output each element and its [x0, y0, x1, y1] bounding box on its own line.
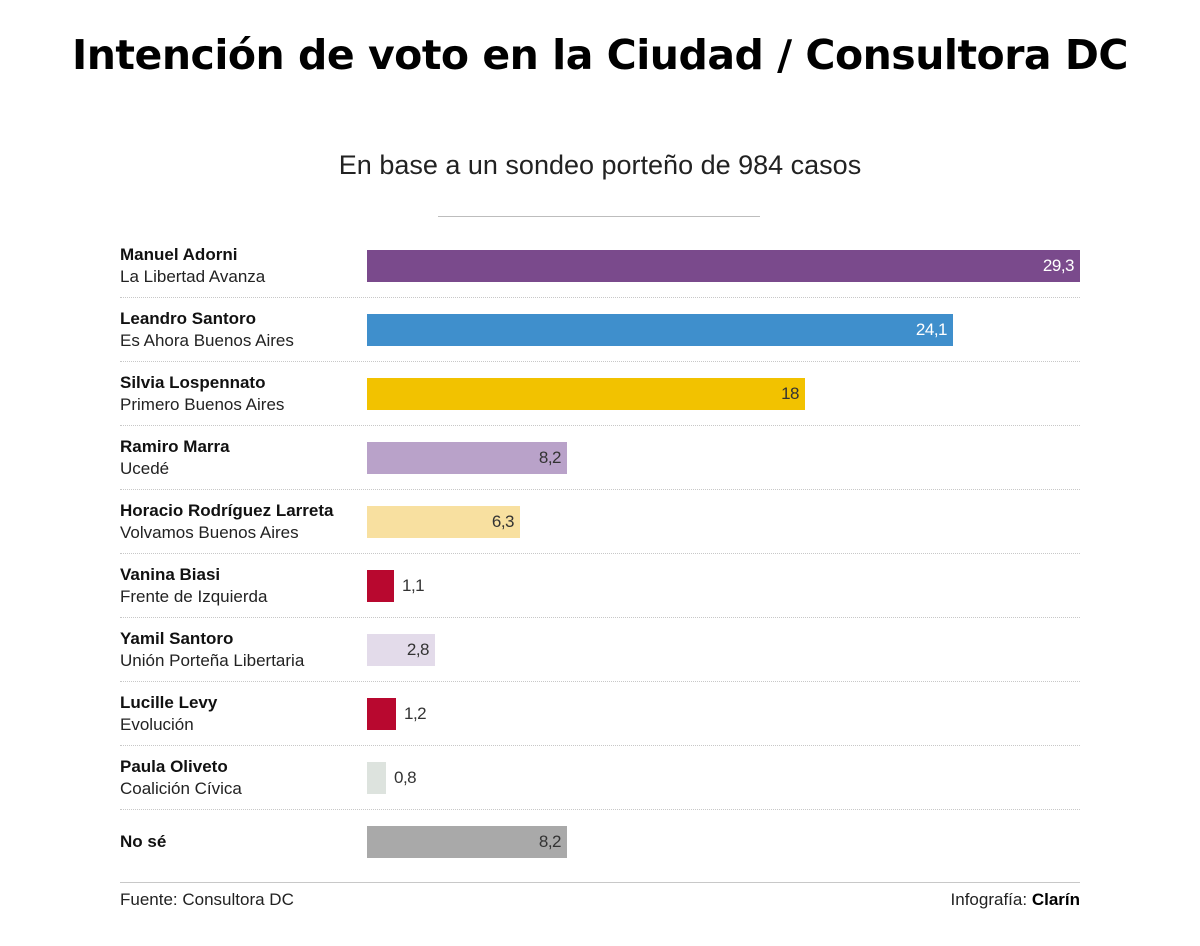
bar: [367, 249, 1080, 282]
candidate-name: Horacio Rodríguez Larreta: [120, 500, 334, 520]
chart-row: Ramiro Marra Ucedé 8,2: [120, 426, 1080, 490]
credit-prefix: Infografía:: [950, 890, 1028, 909]
row-label: Lucille Levy Evolución: [120, 692, 360, 736]
value-label: 8,2: [538, 831, 562, 851]
row-label: Vanina Biasi Frente de Izquierda: [120, 564, 360, 608]
candidate-name: Lucille Levy: [120, 692, 218, 712]
bar: [367, 825, 567, 858]
value-label: 8,2: [538, 447, 562, 467]
value-label: 0,8: [394, 767, 417, 787]
value-label: 1,2: [404, 703, 427, 723]
party-name: Primero Buenos Aires: [120, 394, 285, 414]
party-name: Volvamos Buenos Aires: [120, 522, 299, 542]
footer-divider: [120, 882, 1080, 883]
bar: [367, 441, 567, 474]
party-name: Es Ahora Buenos Aires: [120, 330, 294, 350]
chart-row: Paula Oliveto Coalición Cívica 0,8: [120, 746, 1080, 810]
chart-row: Manuel Adorni La Libertad Avanza 29,3: [120, 234, 1080, 298]
candidate-name: Silvia Lospennato: [120, 372, 266, 392]
chart-row: Silvia Lospennato Primero Buenos Aires 18: [120, 362, 1080, 426]
value-label: 29,3: [1042, 255, 1075, 275]
bar: [367, 633, 435, 666]
credit-brand: Clarín: [1031, 890, 1080, 909]
bar: [367, 505, 520, 538]
row-label: Manuel Adorni La Libertad Avanza: [120, 244, 360, 288]
party-name: Ucedé: [120, 458, 170, 478]
value-label: 24,1: [915, 319, 948, 339]
bar: [367, 313, 953, 346]
value-label: 2,8: [406, 639, 430, 659]
header-divider: [438, 216, 760, 217]
value-label: 1,1: [402, 575, 425, 595]
value-label: 18: [781, 383, 799, 403]
party-name: Frente de Izquierda: [120, 586, 268, 606]
party-name: La Libertad Avanza: [120, 266, 266, 286]
row-label: No sé: [120, 831, 360, 853]
row-label: Horacio Rodríguez Larreta Volvamos Buenos…: [120, 500, 360, 544]
row-label: Ramiro Marra Ucedé: [120, 436, 360, 480]
row-label: Leandro Santoro Es Ahora Buenos Aires: [120, 308, 360, 352]
party-name: Evolución: [120, 714, 194, 734]
bar: [367, 761, 386, 794]
party-name: Unión Porteña Libertaria: [120, 650, 305, 670]
candidate-name: Leandro Santoro: [120, 308, 257, 328]
row-label: Paula Oliveto Coalición Cívica: [120, 756, 360, 800]
row-label: Yamil Santoro Unión Porteña Libertaria: [120, 628, 360, 672]
candidate-name: No sé: [120, 831, 167, 851]
candidate-name: Vanina Biasi: [120, 564, 221, 584]
chart-subtitle: En base a un sondeo porteño de 984 casos: [338, 150, 862, 180]
bar: [367, 697, 396, 730]
candidate-name: Ramiro Marra: [120, 436, 230, 456]
candidate-name: Manuel Adorni: [120, 244, 238, 264]
bar: [367, 569, 394, 602]
chart-row: Vanina Biasi Frente de Izquierda 1,1: [120, 554, 1080, 618]
chart-row: Yamil Santoro Unión Porteña Libertaria 2,8: [120, 618, 1080, 682]
chart-row: Horacio Rodríguez Larreta Volvamos Buenos…: [120, 490, 1080, 554]
credit: Infografía: Clarín: [951, 890, 1080, 910]
bar: [367, 377, 805, 410]
chart-row: Lucille Levy Evolución 1,2: [120, 682, 1080, 746]
row-label: Silvia Lospennato Primero Buenos Aires: [120, 372, 360, 416]
chart-title: Intención de voto en la Ciudad / Consult…: [71, 31, 1129, 79]
bar-chart: Manuel Adorni La Libertad Avanza 29,3 Leand…: [120, 234, 1080, 873]
value-label: 6,3: [491, 511, 515, 531]
candidate-name: Yamil Santoro: [120, 628, 234, 648]
chart-row: No sé 8,2: [120, 810, 1080, 873]
chart-row: Leandro Santoro Es Ahora Buenos Aires 24,1: [120, 298, 1080, 362]
party-name: Coalición Cívica: [120, 778, 242, 798]
source-note: Fuente: Consultora DC: [120, 890, 294, 909]
candidate-name: Paula Oliveto: [120, 756, 228, 776]
